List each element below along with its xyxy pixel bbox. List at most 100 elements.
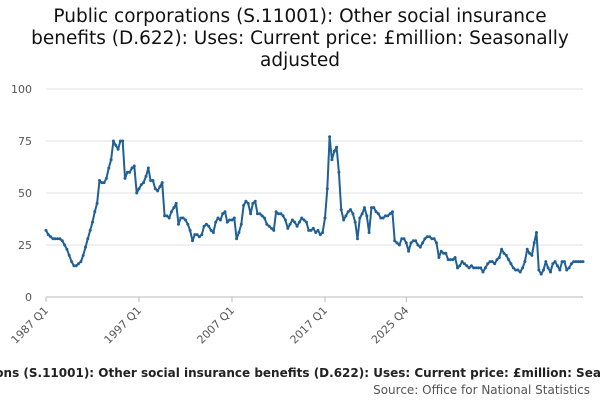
data-point — [111, 139, 115, 143]
x-tick-label-2007-Q1: 2007 Q1 — [195, 304, 238, 347]
data-point — [184, 218, 187, 222]
data-point — [346, 210, 350, 214]
data-point — [530, 253, 534, 257]
data-point — [300, 216, 304, 220]
data-point — [204, 222, 208, 226]
data-point — [581, 260, 585, 264]
data-point — [216, 216, 220, 220]
data-point — [472, 266, 476, 270]
data-point — [302, 218, 306, 222]
data-point — [374, 210, 378, 214]
data-point — [321, 231, 325, 234]
data-point — [51, 237, 55, 241]
data-point — [214, 220, 218, 224]
data-point — [156, 189, 160, 193]
data-point — [146, 166, 150, 170]
data-point — [388, 212, 392, 216]
data-point — [560, 260, 564, 264]
data-point — [542, 268, 545, 272]
data-point — [483, 266, 487, 270]
data-point — [281, 214, 285, 218]
data-point — [528, 251, 531, 255]
data-point — [228, 218, 232, 222]
data-point — [132, 164, 136, 168]
data-point — [232, 216, 236, 220]
source-text: Source: Office for National Statistics — [373, 383, 590, 397]
data-point — [172, 206, 176, 210]
data-point — [469, 264, 473, 268]
data-point — [93, 210, 97, 214]
data-point — [86, 237, 90, 241]
data-point — [274, 210, 278, 214]
data-point — [144, 174, 148, 178]
data-point — [225, 220, 229, 224]
data-point — [65, 247, 69, 251]
x-axis: 1987 Q1 1997 Q1 2007 Q1 2017 Q1 2025 Q4 — [9, 297, 411, 347]
data-point — [435, 241, 438, 245]
data-point — [451, 258, 455, 262]
data-point — [449, 258, 452, 262]
data-point — [414, 239, 418, 243]
y-axis-tick-labels: 0 25 50 75 100 — [11, 83, 32, 304]
data-point — [244, 199, 248, 203]
data-point — [142, 181, 146, 185]
data-point — [349, 208, 352, 212]
data-point — [555, 264, 559, 268]
data-point — [186, 222, 190, 226]
data-point — [363, 206, 366, 210]
data-point — [409, 241, 413, 245]
data-point — [125, 170, 129, 174]
data-point — [376, 212, 380, 216]
data-point — [304, 220, 308, 224]
data-point — [79, 260, 83, 264]
y-tick-label-0: 0 — [25, 291, 32, 304]
data-point — [372, 206, 376, 210]
data-point — [211, 231, 215, 234]
data-point — [279, 212, 283, 216]
data-point — [207, 224, 211, 228]
data-point — [551, 262, 555, 266]
data-point — [504, 253, 508, 257]
data-point — [390, 210, 394, 214]
data-point — [423, 237, 427, 241]
data-point — [251, 201, 255, 205]
data-point — [397, 243, 401, 247]
data-point — [70, 260, 74, 264]
data-point — [335, 145, 339, 149]
data-point — [239, 222, 243, 226]
data-point — [130, 166, 134, 170]
data-point — [360, 212, 364, 216]
data-point — [149, 179, 153, 182]
data-point — [135, 191, 139, 195]
data-point — [407, 249, 411, 253]
data-point — [67, 253, 71, 257]
data-point — [311, 226, 315, 230]
data-point — [458, 264, 462, 268]
data-point — [495, 258, 499, 262]
data-point — [418, 245, 422, 249]
data-point — [537, 268, 541, 272]
data-point — [286, 226, 290, 230]
data-point — [170, 210, 173, 214]
data-point — [342, 218, 346, 222]
data-point — [137, 187, 141, 191]
data-point — [253, 199, 257, 203]
data-point — [109, 158, 113, 162]
data-point — [128, 170, 132, 174]
data-point — [323, 216, 327, 220]
data-point — [370, 206, 373, 210]
data-point — [456, 266, 459, 270]
data-point — [297, 220, 301, 224]
y-tick-label-50: 50 — [18, 187, 32, 200]
data-point — [200, 233, 204, 237]
data-point — [209, 228, 213, 232]
data-point — [351, 212, 355, 216]
data-point — [63, 243, 67, 247]
x-tick-label-1997-Q1: 1997 Q1 — [102, 304, 145, 347]
data-point — [202, 224, 206, 228]
chart-footer: Public corporations (S.11001): Other soc… — [0, 366, 600, 400]
data-point — [339, 208, 343, 212]
data-point — [118, 139, 122, 143]
data-point — [460, 260, 464, 264]
data-point — [365, 214, 369, 218]
